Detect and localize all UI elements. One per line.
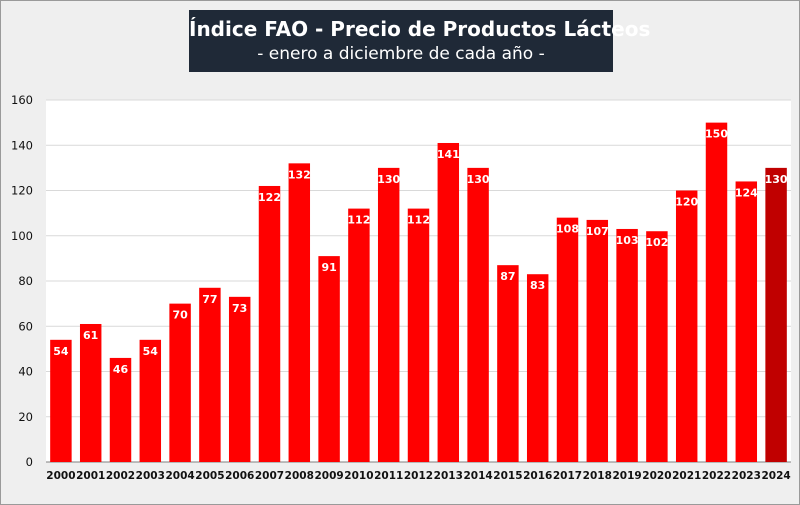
bar-2008 bbox=[288, 163, 311, 462]
x-tick-label-2020: 2020 bbox=[642, 470, 671, 482]
bar-2020 bbox=[646, 231, 668, 462]
data-label-2011: 130 bbox=[377, 173, 400, 186]
data-label-2016: 83 bbox=[530, 279, 545, 292]
data-label-2002: 46 bbox=[113, 363, 129, 376]
y-tick-label: 40 bbox=[18, 365, 33, 379]
data-label-2012: 112 bbox=[407, 214, 430, 227]
y-tick-label: 60 bbox=[18, 319, 33, 333]
bar-2003 bbox=[139, 339, 162, 462]
x-tick-label-2004: 2004 bbox=[165, 470, 194, 482]
x-tick-label-2018: 2018 bbox=[583, 470, 612, 482]
bar-2004 bbox=[169, 303, 191, 462]
data-label-2001: 61 bbox=[83, 329, 98, 342]
data-label-2003: 54 bbox=[143, 345, 159, 358]
x-tick-label-2007: 2007 bbox=[255, 470, 284, 482]
bar-2001 bbox=[79, 323, 102, 462]
data-label-2024: 130 bbox=[765, 173, 788, 186]
bar-2014 bbox=[467, 167, 489, 462]
bars bbox=[50, 122, 787, 463]
x-tick-label-2002: 2002 bbox=[106, 470, 135, 482]
bar-2016 bbox=[526, 274, 549, 462]
bar-2018 bbox=[586, 219, 609, 462]
bar-2017 bbox=[556, 217, 579, 462]
data-label-2010: 112 bbox=[347, 214, 370, 227]
data-label-2023: 124 bbox=[735, 186, 758, 199]
y-tick-label: 80 bbox=[18, 274, 33, 288]
bar-2010 bbox=[348, 208, 370, 462]
y-tick-label: 0 bbox=[26, 455, 33, 469]
x-tick-label-2016: 2016 bbox=[523, 470, 552, 482]
x-tick-label-2001: 2001 bbox=[76, 470, 105, 482]
data-label-2019: 103 bbox=[616, 234, 639, 247]
bar-2005 bbox=[199, 287, 221, 462]
bar-2002 bbox=[109, 357, 132, 462]
data-label-2008: 132 bbox=[288, 168, 311, 181]
data-label-2006: 73 bbox=[232, 302, 247, 315]
x-tick-label-2013: 2013 bbox=[434, 470, 463, 482]
data-label-2022: 150 bbox=[705, 128, 728, 141]
x-tick-label-2003: 2003 bbox=[136, 470, 165, 482]
y-tick-label: 160 bbox=[11, 93, 33, 107]
x-tick-label-2012: 2012 bbox=[404, 470, 433, 482]
x-tick-label-2015: 2015 bbox=[493, 470, 522, 482]
bar-2011 bbox=[377, 167, 400, 462]
x-tick-label-2010: 2010 bbox=[344, 470, 373, 482]
data-label-2009: 91 bbox=[321, 261, 336, 274]
data-label-2005: 77 bbox=[202, 293, 217, 306]
bar-2006 bbox=[228, 296, 251, 462]
y-tick-label: 100 bbox=[11, 229, 33, 243]
x-tick-label-2005: 2005 bbox=[195, 470, 224, 482]
bar-2024 bbox=[765, 167, 787, 462]
x-tick-label-2008: 2008 bbox=[285, 470, 314, 482]
x-tick-label-2006: 2006 bbox=[225, 470, 254, 482]
x-tick-label-2022: 2022 bbox=[702, 470, 731, 482]
bar-2013 bbox=[437, 142, 460, 463]
x-tick-label-2000: 2000 bbox=[46, 470, 75, 482]
data-label-2020: 102 bbox=[645, 236, 668, 249]
x-axis: 2000 2001 2002 2003 2004 2005 2006 2007 2008 2009… bbox=[46, 470, 790, 482]
x-tick-label-2014: 2014 bbox=[463, 470, 492, 482]
y-tick-label: 140 bbox=[11, 138, 33, 152]
x-tick-label-2019: 2019 bbox=[612, 470, 641, 482]
x-tick-label-2023: 2023 bbox=[732, 470, 761, 482]
chart-title: Índice FAO - Precio de Productos Lácteos bbox=[189, 17, 651, 41]
data-label-2017: 108 bbox=[556, 223, 579, 236]
data-label-2015: 87 bbox=[500, 270, 515, 283]
data-label-2014: 130 bbox=[467, 173, 490, 186]
bar-2023 bbox=[735, 181, 758, 462]
bar-2015 bbox=[497, 265, 519, 462]
data-label-2004: 70 bbox=[172, 309, 188, 322]
x-tick-label-2024: 2024 bbox=[761, 470, 790, 482]
bar-2012 bbox=[407, 208, 430, 462]
x-tick-label-2021: 2021 bbox=[672, 470, 701, 482]
x-tick-label-2009: 2009 bbox=[314, 470, 343, 482]
y-tick-label: 20 bbox=[18, 410, 33, 424]
data-label-2018: 107 bbox=[586, 225, 609, 238]
data-label-2021: 120 bbox=[675, 196, 698, 209]
data-labels: 54 61 46 54 70 77 73 122 132 91 112 130 112 141 130 87 8… bbox=[53, 128, 788, 376]
bar-2022 bbox=[705, 122, 728, 462]
data-label-2007: 122 bbox=[258, 191, 281, 204]
x-tick-label-2011: 2011 bbox=[374, 470, 403, 482]
title-box: Índice FAO - Precio de Productos Lácteos… bbox=[189, 10, 651, 72]
bar-2000 bbox=[50, 339, 72, 462]
bar-2021 bbox=[675, 190, 698, 462]
bar-2019 bbox=[616, 228, 638, 462]
data-label-2000: 54 bbox=[53, 345, 69, 358]
chart-subtitle: - enero a diciembre de cada año - bbox=[257, 44, 545, 64]
data-label-2013: 141 bbox=[437, 148, 460, 161]
y-tick-label: 120 bbox=[11, 184, 33, 198]
bar-2007 bbox=[258, 185, 281, 462]
bar-2009 bbox=[318, 256, 340, 462]
x-tick-label-2017: 2017 bbox=[553, 470, 582, 482]
